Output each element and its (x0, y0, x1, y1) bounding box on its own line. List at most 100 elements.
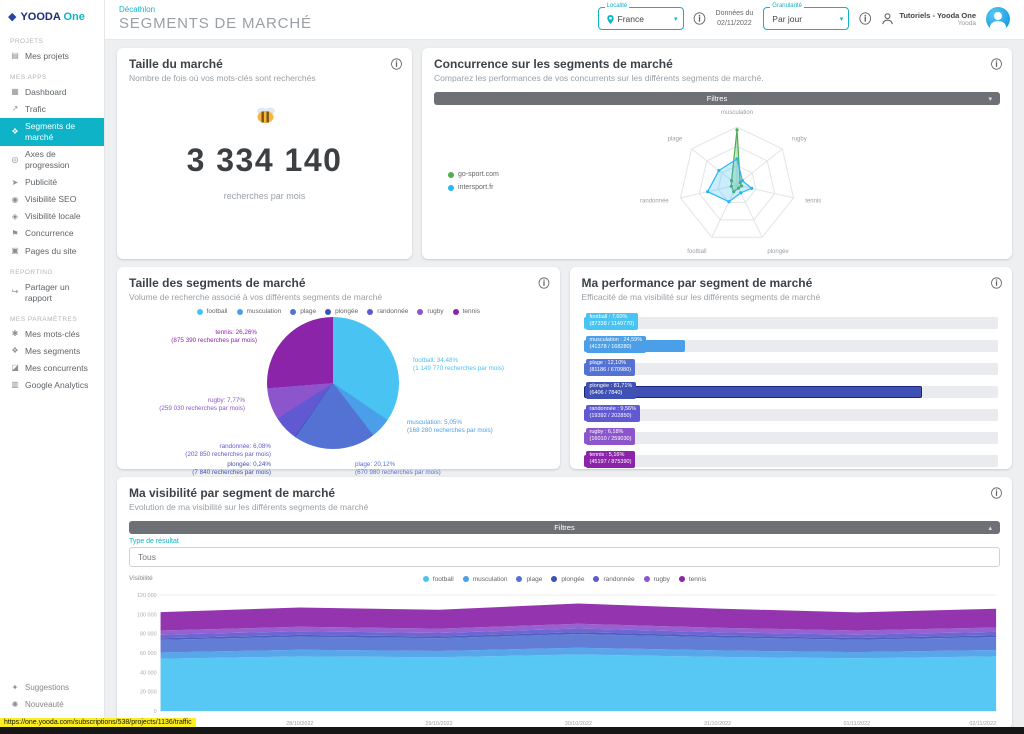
radar-point (740, 179, 745, 183)
info-icon[interactable]: ⓘ (991, 488, 1002, 500)
x-tick-label: 30/10/2022 (565, 721, 592, 727)
card-title: Ma visibilité par segment de marché (129, 486, 336, 500)
y-tick-label: 120 000 (137, 593, 157, 599)
legend-item-plage: plage (290, 308, 316, 315)
sidebar-item-mes-projets[interactable]: ▤ Mes projets (0, 48, 104, 65)
info-icon[interactable]: ⓘ (538, 278, 550, 290)
sidebar-footer-suggestions[interactable]: ✦ Suggestions (8, 680, 96, 696)
bar-label-detail: (6406 / 7840) (589, 390, 623, 397)
info-icon[interactable]: ⓘ (391, 59, 402, 71)
radar-spoke (711, 184, 738, 238)
sidebar-item-visibilite-locale[interactable]: ◈ Visibilité locale (0, 208, 104, 225)
legend-dot (593, 576, 600, 582)
sidebar-item-publicite[interactable]: ➤ Publicité (0, 174, 104, 191)
granularity-value: Par jour (772, 14, 803, 24)
locality-select[interactable]: Localité France ▾ (597, 3, 684, 30)
performance-row-plongée: plongée : 81,71% (6406 / 7840) (583, 381, 998, 404)
bar-track (583, 317, 998, 329)
sidebar-item-pages-du-site[interactable]: ▣ Pages du site (0, 243, 104, 260)
radar-point (735, 128, 739, 132)
area-series-musculation (160, 647, 997, 659)
legend-dot (290, 308, 297, 315)
card-title: Taille du marché (129, 57, 223, 71)
area-series-randonnée (160, 628, 997, 639)
area-chart-zone: 0 20 000 40 000 60 000 80 000 100 000 120 000 2… (125, 585, 1004, 727)
pie-legend: football musculation plage plongée randonnée… (117, 308, 560, 315)
locality-label: Localité (604, 3, 630, 9)
card-competition: Concurrence sur les segments de marché C… (422, 48, 1012, 259)
brand-logo[interactable]: ◆ YOODA One (0, 0, 104, 29)
sidebar-item-visibilite-seo[interactable]: ◉ Visibilité SEO (0, 191, 104, 208)
card-title: Taille des segments de marché (129, 276, 306, 290)
sidebar-item-dashboard[interactable]: ▦ Dashboard (0, 84, 104, 101)
bar-label-pct: football : 7,60% (589, 314, 628, 320)
pie-label-rugby: rugby: 7,77% (259 030 recherches par mois… (117, 397, 245, 413)
sidebar-footer: ✦ Suggestions ✺ Nouveauté (0, 676, 104, 727)
result-type-label: Type de résultat (129, 538, 179, 545)
performance-row-tennis: tennis : 5,16% (45197 / 875390) (583, 450, 998, 473)
pie-label-pct: rugby: 7,77% (207, 397, 245, 404)
pie-label-pct: randonnée: 6,08% (219, 443, 271, 450)
content: Taille du marché Nombre de fois où vos m… (105, 40, 1024, 727)
legend-dot (448, 184, 454, 191)
mes-mots-cles-icon: ✱ (11, 328, 19, 338)
breadcrumb[interactable]: Décathlon (119, 5, 156, 14)
bar-label: randonnée : 9,56% (19392 / 202850) (585, 405, 640, 422)
info-icon[interactable]: ⓘ (991, 278, 1002, 290)
card-title: Concurrence sur les segments de marché (434, 57, 673, 71)
sidebar-item-mes-segments[interactable]: ❖ Mes segments (0, 343, 104, 360)
card-subtitle: Efficacité de ma visibilité sur les diff… (581, 292, 821, 302)
legend-dot (417, 308, 424, 315)
bar-label-detail: (19392 / 202850) (589, 413, 632, 420)
pie-chart-zone: football: 34,48% (1 149 770 recherches pa… (117, 315, 560, 476)
filters-bar[interactable]: Filtres ▾ (434, 92, 1000, 105)
avatar[interactable] (986, 6, 1010, 31)
radar-axis-label: musculation (721, 110, 753, 116)
sidebar-footer-nouveaute[interactable]: ✺ Nouveauté (8, 697, 96, 713)
pie-label-pct: musculation: 5,05% (407, 419, 462, 426)
y-tick-label: 80 000 (140, 632, 157, 638)
partager-un-rapport-icon: ↪ (11, 287, 19, 297)
info-icon[interactable]: ⓘ (991, 59, 1002, 71)
user-menu[interactable]: Tutoriels - Yooda One Yooda (881, 11, 976, 27)
legend-item-rugby: rugby (417, 308, 444, 315)
concurrence-icon: ⚑ (11, 228, 19, 238)
legend-dot (452, 308, 459, 315)
legend-label: musculation (246, 308, 282, 315)
filter-panel: Type de résultat Tous (129, 538, 1000, 567)
sidebar-item-mes-concurrents[interactable]: ◪ Mes concurrents (0, 360, 104, 377)
legend-dot (236, 308, 243, 315)
card-subtitle: Evolution de ma visibilité sur les diffé… (129, 502, 369, 512)
bar-label-detail: (87338 / 1149770) (589, 321, 635, 328)
status-url: https://one.yooda.com/subscriptions/538/… (0, 718, 196, 727)
sidebar-item-concurrence[interactable]: ⚑ Concurrence (0, 225, 104, 242)
result-type-select[interactable]: Tous (129, 547, 1000, 567)
sidebar-item-segments-de-marche[interactable]: ❖ Segments de marché (0, 118, 104, 147)
legend-item-musculation: musculation (462, 576, 507, 583)
sidebar-item-mes-mots-cles[interactable]: ✱ Mes mots-clés (0, 326, 104, 343)
sidebar-section-label: REPORTING (10, 268, 54, 276)
radar-grid-ring (698, 145, 776, 221)
locality-info-icon[interactable]: ⓘ (693, 12, 706, 26)
sidebar-item-label: Visibilité locale (25, 211, 81, 222)
sidebar-item-trafic[interactable]: ↗ Trafic (0, 101, 104, 118)
granularity-select[interactable]: Granularité Par jour ▾ (763, 3, 850, 30)
page-header: Décathlon SEGMENTS DE MARCHÉ Localité Fr… (105, 0, 1024, 40)
header-titles: Décathlon SEGMENTS DE MARCHÉ (119, 5, 312, 32)
sidebar-item-google-analytics[interactable]: ▥ Google Analytics (0, 377, 104, 394)
card-subtitle: Comparez les performances de vos concurr… (434, 73, 764, 83)
bar-label-pct: rugby : 6,18% (589, 429, 624, 435)
sidebar-item-partager-un-rapport[interactable]: ↪ Partager un rapport (0, 279, 104, 307)
legend-item-randonnée: randonnée (367, 308, 408, 315)
bar-label: plage : 12,10% (81186 / 670980) (585, 359, 635, 376)
granularity-info-icon[interactable]: ⓘ (859, 12, 872, 26)
bottom-strip (0, 727, 1024, 734)
sidebar-footer-label: Nouveauté (25, 699, 64, 709)
header-controls: Localité France ▾ ⓘ Données du 02/11/202… (597, 3, 1010, 31)
bar-track (583, 363, 998, 375)
radar-point (729, 184, 733, 188)
sidebar-item-axes-de-progression[interactable]: ◎ Axes de progression (0, 146, 104, 174)
filters-bar[interactable]: Filtres ▴ (129, 521, 1000, 534)
bar-label-detail: (16010 / 259030) (589, 436, 632, 443)
